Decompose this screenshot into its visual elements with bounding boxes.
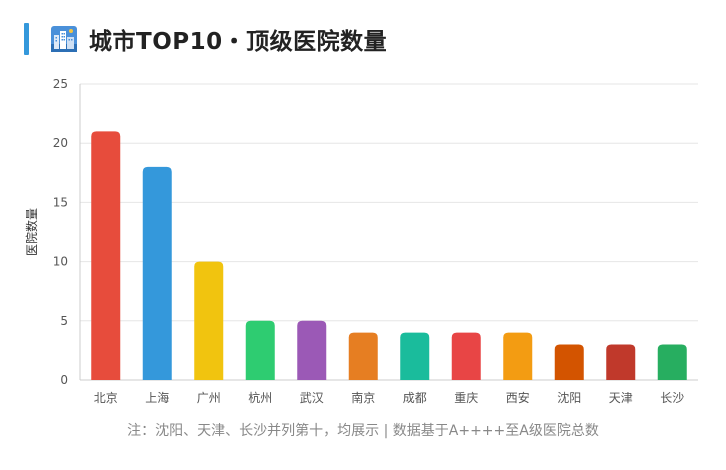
bar[interactable]	[194, 261, 224, 380]
bar[interactable]	[606, 344, 636, 380]
y-tick-label: 20	[53, 136, 68, 150]
y-tick-label: 15	[53, 195, 68, 209]
y-tick-labels: 0 5 10 15 20 25	[53, 77, 68, 387]
y-tick-label: 25	[53, 77, 68, 91]
x-tick-label: 杭州	[248, 390, 272, 405]
y-tick-label: 5	[60, 314, 68, 328]
x-tick-label: 长沙	[660, 391, 684, 405]
grid-layer	[79, 83, 698, 381]
bar[interactable]	[245, 320, 275, 380]
y-axis-label: 医院数量	[24, 208, 39, 256]
bar[interactable]	[91, 131, 121, 380]
x-tick-label: 重庆	[454, 391, 478, 405]
x-tick-labels: 北京 上海 广州 杭州 武汉 南京 成都 重庆 西安 沈阳 天津 长沙	[94, 390, 685, 405]
bar[interactable]	[554, 344, 584, 380]
x-tick-label: 西安	[506, 390, 530, 405]
x-tick-label: 北京	[94, 391, 118, 405]
bar[interactable]	[503, 332, 533, 380]
x-tick-label: 武汉	[300, 391, 324, 405]
title-bar: 城市TOP10・顶级医院数量	[24, 22, 387, 56]
bar[interactable]	[297, 320, 327, 380]
x-tick-label: 天津	[609, 391, 633, 405]
footnote: 注：沈阳、天津、长沙并列第十，均展示 | 数据基于A++++至A级医院总数	[127, 423, 599, 439]
city-skyline-icon	[51, 26, 77, 52]
y-tick-label: 10	[53, 255, 68, 269]
bar[interactable]	[400, 332, 430, 380]
x-tick-label: 沈阳	[557, 390, 581, 405]
x-tick-label: 上海	[145, 390, 169, 405]
bar[interactable]	[657, 344, 687, 380]
bar[interactable]	[451, 332, 481, 380]
x-tick-label: 南京	[351, 390, 375, 405]
chart-title: 城市TOP10・顶级医院数量	[89, 29, 388, 55]
title-accent-bar	[24, 23, 29, 55]
bars-layer	[91, 131, 687, 380]
x-tick-label: 广州	[197, 391, 221, 405]
y-tick-label: 0	[60, 373, 68, 387]
bar[interactable]	[348, 332, 378, 380]
x-tick-label: 成都	[403, 391, 427, 405]
bar[interactable]	[142, 166, 172, 380]
